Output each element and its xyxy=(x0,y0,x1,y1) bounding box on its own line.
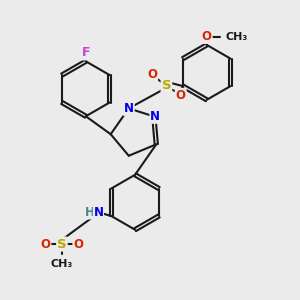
Text: CH₃: CH₃ xyxy=(226,32,248,41)
Text: S: S xyxy=(162,79,171,92)
Text: O: O xyxy=(147,68,157,81)
Text: F: F xyxy=(82,46,90,59)
Text: N: N xyxy=(93,206,103,219)
Text: O: O xyxy=(202,30,212,43)
Text: H: H xyxy=(85,206,94,219)
Text: N: N xyxy=(150,110,160,123)
Text: O: O xyxy=(176,89,186,102)
Text: CH₃: CH₃ xyxy=(51,259,73,269)
Text: N: N xyxy=(124,102,134,115)
Text: O: O xyxy=(73,238,83,250)
Text: S: S xyxy=(57,238,67,250)
Text: O: O xyxy=(40,238,50,250)
